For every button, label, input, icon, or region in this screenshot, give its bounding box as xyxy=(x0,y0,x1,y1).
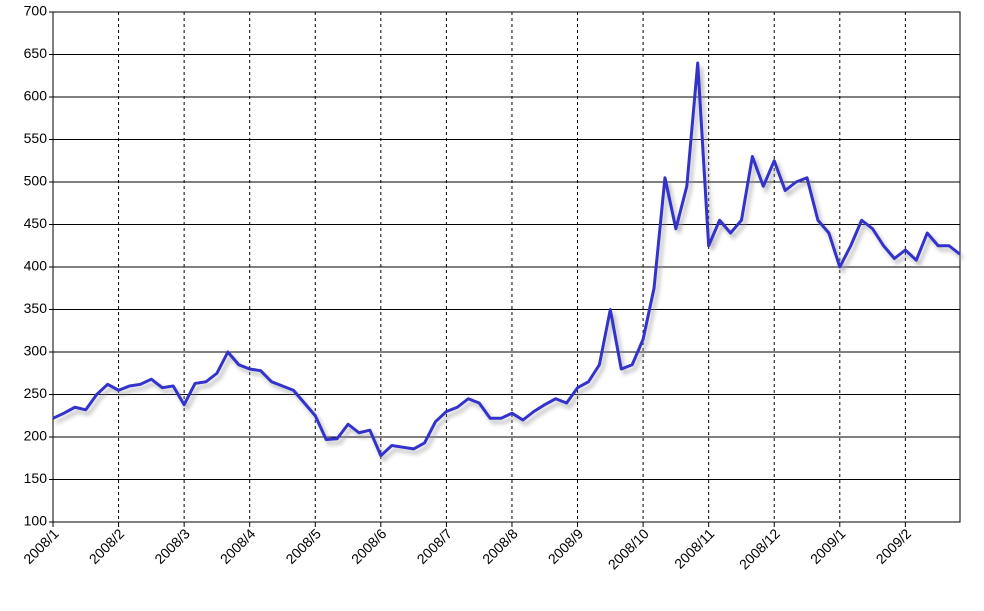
y-tick-label: 550 xyxy=(24,130,48,146)
line-shadow xyxy=(55,66,964,463)
x-tick-label: 2008/8 xyxy=(479,525,521,567)
y-tick-label: 150 xyxy=(24,470,48,486)
x-tick-label: 2008/12 xyxy=(736,525,783,572)
line xyxy=(52,61,961,458)
x-tick-label: 2008/6 xyxy=(348,525,390,567)
x-tick-label: 2009/1 xyxy=(807,525,849,567)
y-tick-label: 400 xyxy=(24,258,48,274)
y-tick-label: 700 xyxy=(24,3,48,19)
x-tick-label: 2008/4 xyxy=(217,525,259,567)
x-tick-label: 2008/10 xyxy=(605,525,652,572)
y-tick-label: 100 xyxy=(24,513,48,529)
y-tick-label: 650 xyxy=(24,45,48,61)
x-tick-label: 2008/11 xyxy=(671,525,718,572)
y-tick-label: 450 xyxy=(24,215,48,231)
x-tick-label: 2008/7 xyxy=(414,525,456,567)
y-tick-label: 300 xyxy=(24,343,48,359)
y-tick-label: 600 xyxy=(24,88,48,104)
x-tick-label: 2008/2 xyxy=(86,525,128,567)
x-tick-label: 2009/2 xyxy=(873,525,915,567)
x-tick-label: 2008/9 xyxy=(545,525,587,567)
y-tick-label: 350 xyxy=(24,300,48,316)
y-tick-label: 200 xyxy=(24,428,48,444)
x-tick-label: 2008/3 xyxy=(151,525,193,567)
x-tick-label: 2008/1 xyxy=(20,525,62,567)
x-tick-label: 2008/5 xyxy=(282,525,324,567)
y-tick-label: 250 xyxy=(24,385,48,401)
y-tick-label: 500 xyxy=(24,173,48,189)
